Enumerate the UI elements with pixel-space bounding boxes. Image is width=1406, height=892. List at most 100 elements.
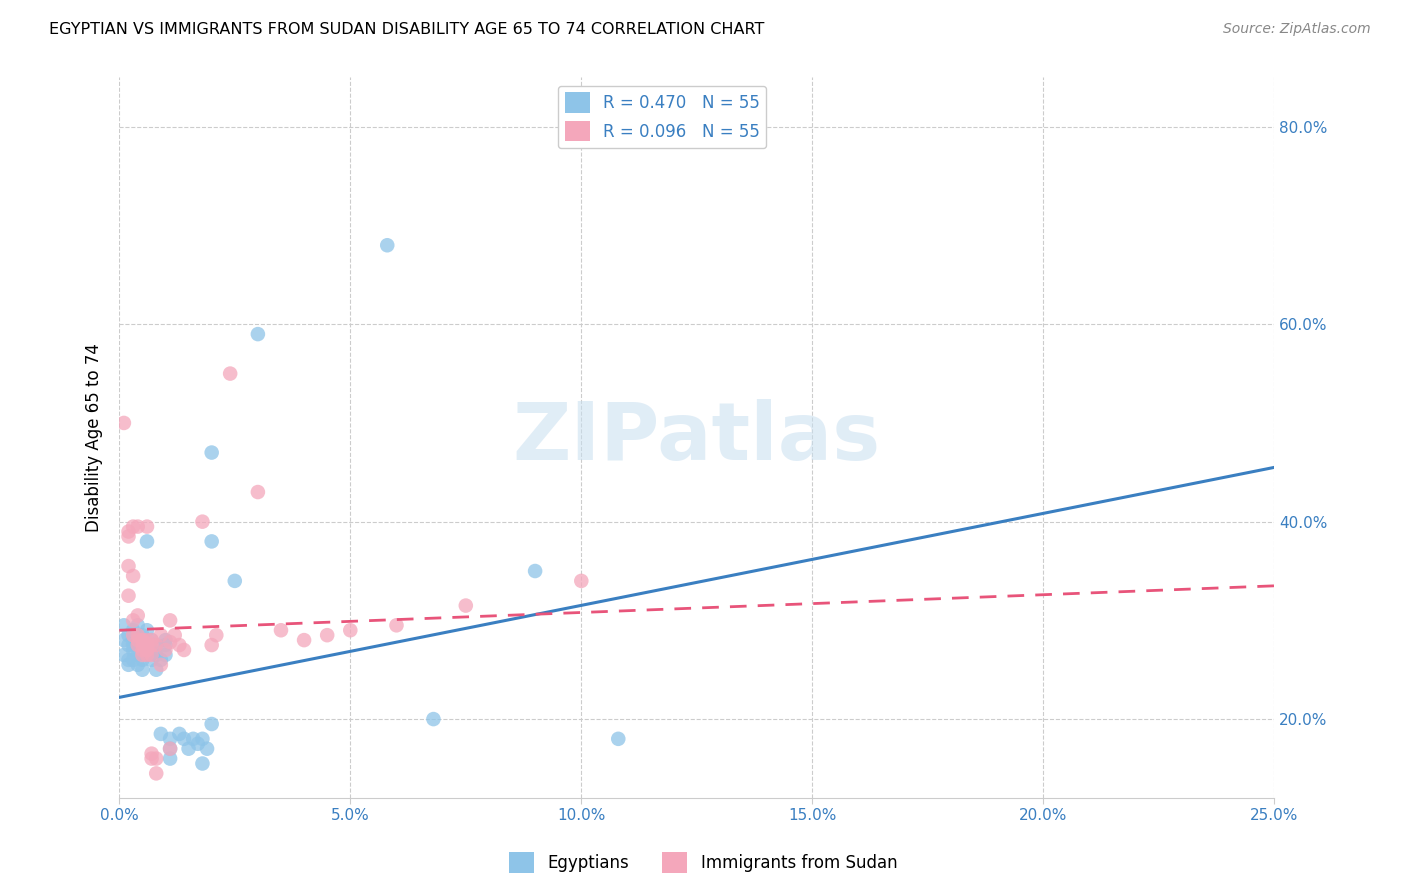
Point: [159, 613, 181, 627]
Point: [122, 624, 145, 638]
Point: [131, 653, 153, 667]
Point: [454, 599, 477, 613]
Point: [141, 747, 163, 761]
Point: [136, 643, 159, 657]
Point: [173, 731, 195, 746]
Point: [136, 638, 159, 652]
Point: [141, 653, 163, 667]
Point: [127, 648, 149, 662]
Point: [159, 751, 181, 765]
Point: [127, 638, 149, 652]
Point: [246, 485, 269, 500]
Point: [141, 633, 163, 648]
Point: [117, 657, 139, 672]
Point: [524, 564, 547, 578]
Point: [127, 519, 149, 533]
Point: [155, 638, 177, 652]
Legend: R = 0.470   N = 55, R = 0.096   N = 55: R = 0.470 N = 55, R = 0.096 N = 55: [558, 86, 766, 148]
Point: [191, 756, 214, 771]
Point: [375, 238, 398, 252]
Point: [149, 657, 172, 672]
Point: [122, 638, 145, 652]
Point: [159, 731, 181, 746]
Point: [122, 643, 145, 657]
Point: [607, 731, 630, 746]
Point: [117, 589, 139, 603]
Point: [117, 638, 139, 652]
Point: [155, 643, 177, 657]
Point: [131, 633, 153, 648]
Point: [112, 416, 135, 430]
Point: [136, 643, 159, 657]
Point: [136, 624, 159, 638]
Point: [149, 653, 172, 667]
Point: [117, 529, 139, 543]
Point: [136, 638, 159, 652]
Point: [112, 633, 135, 648]
Point: [181, 731, 204, 746]
Point: [136, 643, 159, 657]
Point: [131, 648, 153, 662]
Legend: Egyptians, Immigrants from Sudan: Egyptians, Immigrants from Sudan: [502, 846, 904, 880]
Point: [145, 751, 167, 765]
Point: [339, 624, 361, 638]
Point: [195, 741, 218, 756]
Point: [136, 648, 159, 662]
Point: [145, 638, 167, 652]
Point: [122, 519, 145, 533]
Point: [177, 741, 200, 756]
Point: [122, 633, 145, 648]
Point: [155, 633, 177, 648]
Point: [127, 618, 149, 632]
Point: [246, 327, 269, 342]
Point: [131, 643, 153, 657]
Point: [127, 633, 149, 648]
Point: [169, 727, 191, 741]
Point: [201, 445, 224, 459]
Point: [122, 613, 145, 627]
Point: [191, 515, 214, 529]
Point: [292, 633, 315, 648]
Point: [205, 628, 228, 642]
Point: [122, 569, 145, 583]
Point: [201, 717, 224, 731]
Point: [141, 643, 163, 657]
Text: EGYPTIAN VS IMMIGRANTS FROM SUDAN DISABILITY AGE 65 TO 74 CORRELATION CHART: EGYPTIAN VS IMMIGRANTS FROM SUDAN DISABI…: [49, 22, 765, 37]
Point: [136, 519, 159, 533]
Point: [219, 367, 242, 381]
Point: [145, 648, 167, 662]
Point: [127, 608, 149, 623]
Point: [117, 628, 139, 642]
Point: [136, 648, 159, 662]
Point: [117, 559, 139, 574]
Point: [316, 628, 339, 642]
Point: [145, 766, 167, 780]
Point: [145, 663, 167, 677]
Point: [569, 574, 592, 588]
Point: [155, 648, 177, 662]
Point: [112, 618, 135, 632]
Point: [149, 727, 172, 741]
Point: [131, 643, 153, 657]
Point: [131, 633, 153, 648]
Point: [131, 663, 153, 677]
Point: [145, 638, 167, 652]
Point: [127, 657, 149, 672]
Point: [201, 534, 224, 549]
Point: [201, 638, 224, 652]
Point: [385, 618, 408, 632]
Point: [117, 524, 139, 539]
Point: [224, 574, 246, 588]
Point: [117, 653, 139, 667]
Point: [127, 628, 149, 642]
Point: [127, 633, 149, 648]
Point: [159, 741, 181, 756]
Point: [163, 628, 186, 642]
Point: [112, 648, 135, 662]
Point: [422, 712, 444, 726]
Point: [122, 653, 145, 667]
Y-axis label: Disability Age 65 to 74: Disability Age 65 to 74: [86, 343, 103, 533]
Point: [173, 643, 195, 657]
Point: [187, 737, 209, 751]
Point: [141, 648, 163, 662]
